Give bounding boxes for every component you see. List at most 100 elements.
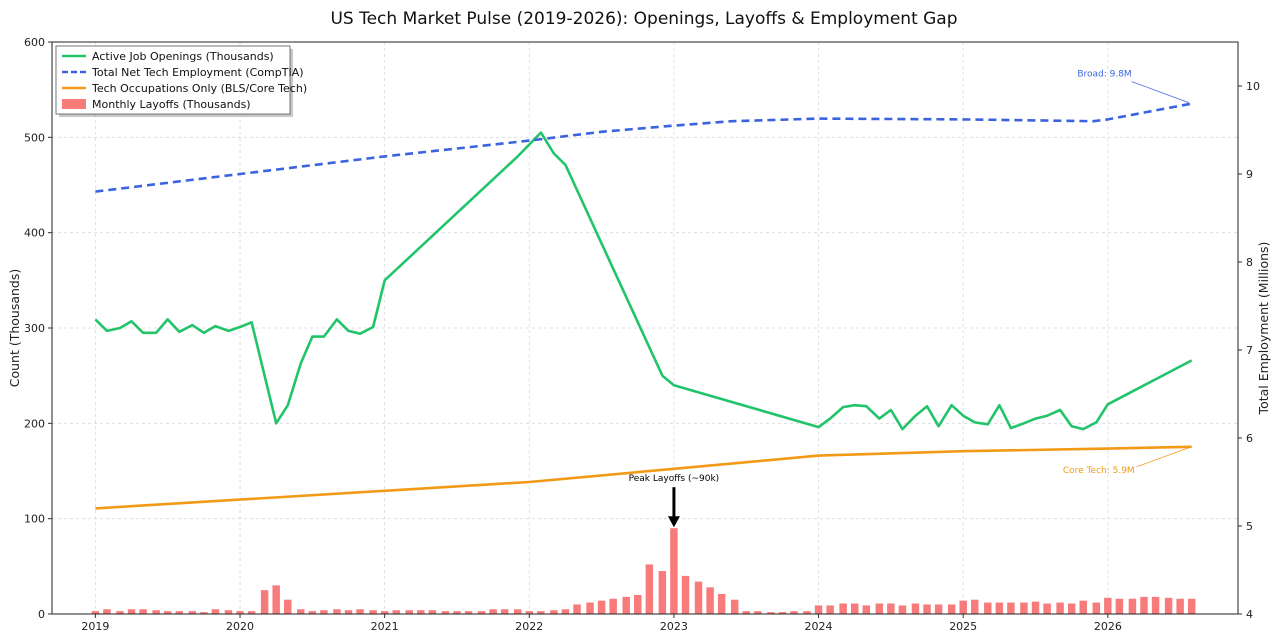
layoff-bar — [550, 610, 558, 614]
layoff-bar — [477, 611, 486, 614]
layoff-bar — [959, 600, 967, 614]
layoff-bar — [1056, 602, 1064, 614]
axes: 2019 2020 2021 2022 2023 2024 2025 2026 0 100 200 3… — [24, 36, 1260, 633]
layoff-bar — [839, 603, 847, 614]
chart-title: US Tech Market Pulse (2019-2026): Openin… — [330, 9, 957, 29]
y-tick-label-right: 4 — [1246, 608, 1253, 621]
y-tick-label-left: 600 — [24, 36, 45, 49]
layoff-bar — [380, 611, 389, 614]
layoff-bar — [224, 610, 233, 614]
layoff-bar — [139, 609, 147, 614]
layoff-bar — [489, 609, 497, 614]
legend: Active Job Openings (Thousands) Total Net… — [55, 45, 307, 117]
layoff-bar — [923, 604, 931, 614]
layoff-bar — [1176, 598, 1184, 614]
layoff-bar — [609, 598, 617, 614]
layoff-bar — [417, 610, 425, 614]
plot-frame — [51, 41, 1239, 615]
core-tech-annotation: Core Tech: 5.9M — [1063, 466, 1135, 476]
layoff-bar — [537, 611, 545, 614]
layoff-bar — [1092, 602, 1100, 614]
layoff-bar — [984, 602, 992, 614]
layoff-bar — [767, 612, 775, 614]
layoff-bar — [1115, 598, 1124, 614]
x-tick-label: 2021 — [371, 620, 399, 633]
layoff-bar — [862, 605, 871, 614]
layoff-bar — [1187, 598, 1196, 614]
layoff-bar — [200, 612, 208, 614]
layoff-bar — [573, 604, 581, 614]
layoff-bar — [1043, 603, 1051, 614]
layoff-bar — [188, 611, 197, 614]
layoff-bar — [995, 602, 1004, 614]
layoff-bar — [586, 602, 594, 614]
core-tech-arrow — [1136, 447, 1189, 468]
layoff-bar — [754, 611, 762, 614]
x-tick-label: 2023 — [660, 620, 688, 633]
core-tech-line — [95, 445, 1192, 510]
layoff-bar — [500, 609, 509, 614]
y-tick-label-left: 0 — [38, 608, 45, 621]
layoff-bar — [658, 571, 667, 614]
layoff-bar — [947, 604, 956, 614]
y-tick-label-right: 7 — [1246, 344, 1253, 357]
legend-box — [55, 45, 291, 115]
layoff-bar — [717, 593, 726, 614]
layoff-bar — [103, 609, 111, 614]
layoff-bar — [428, 610, 437, 614]
layoff-bar — [898, 605, 907, 614]
layoff-bar — [1128, 598, 1137, 614]
layoff-bar — [875, 603, 884, 614]
layoff-bar — [814, 605, 823, 614]
y-axis-label-right: Total Employment (Millions) — [1256, 242, 1271, 416]
layoff-bar — [405, 610, 413, 614]
layoff-bar — [742, 611, 750, 614]
layoff-bar — [597, 600, 606, 614]
layoff-bar — [634, 594, 642, 614]
peak-arrow-head — [667, 516, 680, 528]
layoff-bar — [344, 610, 353, 614]
layoff-bar — [887, 603, 895, 614]
layoff-bar — [513, 609, 522, 614]
y-tick-label-left: 200 — [24, 417, 45, 430]
layoff-bar — [116, 611, 124, 614]
x-tick-label: 2022 — [515, 620, 543, 633]
layoff-bar — [175, 611, 184, 614]
openings-line — [94, 131, 1193, 431]
layoff-bar — [1007, 602, 1015, 614]
x-tick-label: 2025 — [949, 620, 977, 633]
x-tick-label: 2026 — [1094, 620, 1122, 633]
layoff-bar — [1151, 596, 1160, 614]
layoff-bar — [1164, 597, 1173, 614]
layoff-bar — [441, 611, 450, 614]
layoff-bar — [320, 610, 328, 614]
y-tick-label-right: 5 — [1246, 520, 1253, 533]
layoff-bar — [284, 599, 292, 614]
layoff-bar — [971, 599, 979, 614]
layoff-bar — [1031, 601, 1040, 614]
y-tick-label-right: 9 — [1246, 168, 1253, 181]
peak-layoffs-annotation: Peak Layoffs (~90k) — [629, 474, 720, 484]
layoff-bar — [1140, 596, 1148, 614]
annotations: Peak Layoffs (~90k) Broad: 9.8M Core Tech:… — [629, 70, 1189, 528]
layoff-bar — [392, 610, 400, 614]
layoff-bar — [308, 611, 317, 614]
broad-annotation: Broad: 9.8M — [1077, 70, 1131, 80]
layoff-bar — [681, 575, 690, 614]
layoff-bar — [850, 603, 859, 614]
x-tick-label: 2024 — [805, 620, 833, 633]
layoff-bar — [127, 609, 136, 614]
layoff-bar — [934, 604, 943, 614]
y-axis-label-left: Count (Thousands) — [7, 269, 22, 388]
layoff-bars — [91, 528, 1196, 614]
x-tick-label: 2019 — [81, 620, 109, 633]
y-tick-label-right: 10 — [1246, 80, 1260, 93]
layoff-bar — [152, 610, 160, 614]
legend-label: Monthly Layoffs (Thousands) — [92, 98, 251, 111]
layoff-bar — [525, 611, 534, 614]
layoff-bar — [453, 611, 461, 614]
layoff-bar — [561, 609, 570, 614]
y-tick-label-right: 8 — [1246, 256, 1253, 269]
y-tick-label-left: 100 — [24, 513, 45, 526]
